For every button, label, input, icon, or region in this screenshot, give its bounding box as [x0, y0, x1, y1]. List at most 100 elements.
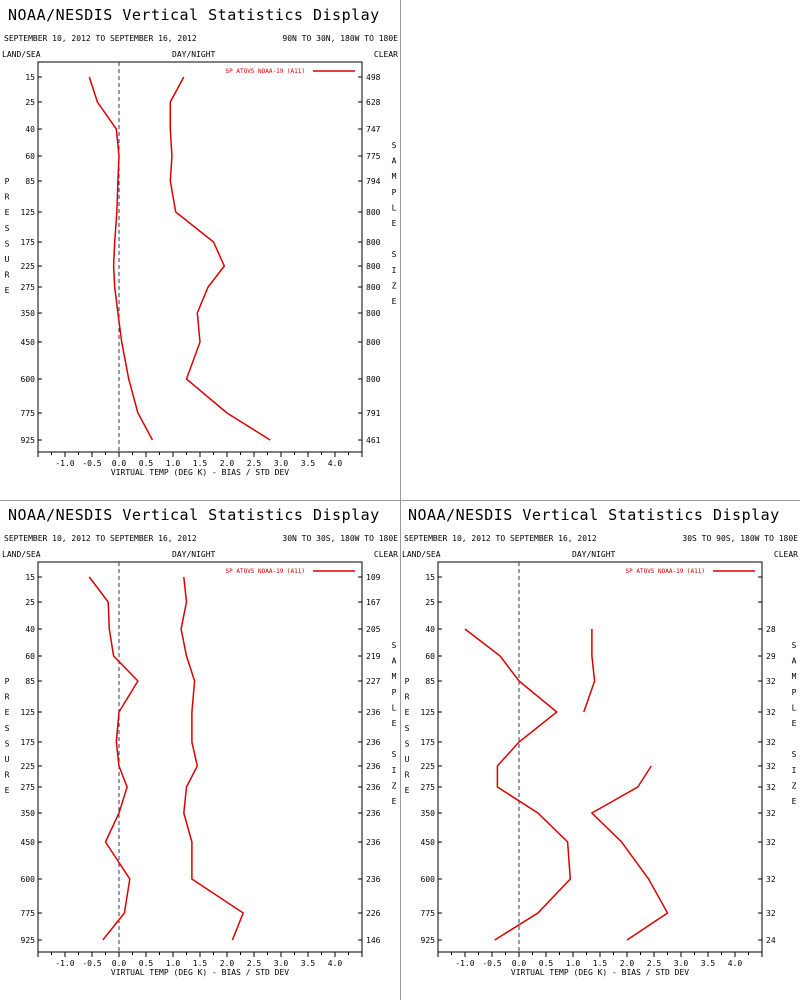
- x-tick-label: 4.0: [328, 959, 343, 968]
- x-tick-label: 2.5: [647, 959, 662, 968]
- sample-size-label: 800: [366, 338, 381, 347]
- pressure-level-label: 40: [25, 625, 35, 634]
- pressure-level-label: 175: [421, 738, 436, 747]
- sample-size-label: 146: [366, 936, 381, 945]
- x-tick-label: 4.0: [328, 459, 343, 468]
- region-label: 30S TO 90S, 180W TO 180E: [682, 534, 798, 543]
- chart-svg: -1.0 -0.5 0.0 0.5 1.0 1.5 2.0 2.5 3.0 3.5 4.0 VIRTU…: [5, 61, 397, 477]
- surface-label: LAND/SEA: [2, 50, 41, 59]
- sample-size-label: 28: [766, 625, 776, 634]
- sample-size-label: 32: [766, 809, 776, 818]
- x-tick-label: -1.0: [55, 459, 74, 468]
- std-dev-series-line: [180, 576, 245, 941]
- sample-size-label: 800: [366, 309, 381, 318]
- pressure-level-label: 60: [425, 652, 435, 661]
- x-tick-label: 1.0: [166, 959, 181, 968]
- pressure-level-label: 350: [421, 809, 436, 818]
- chart-panel-northern: NOAA/NESDIS Vertical Statistics Display S…: [0, 0, 400, 500]
- sample-size-label: 32: [766, 738, 776, 747]
- plot-frame: [437, 561, 763, 953]
- sample-size-label: 32: [766, 838, 776, 847]
- chart-svg: -1.0 -0.5 0.0 0.5 1.0 1.5 2.0 2.5 3.0 3.5 4.0 VIRTU…: [405, 561, 797, 977]
- daynight-label: DAY/NIGHT: [172, 550, 216, 559]
- chart-svg: -1.0 -0.5 0.0 0.5 1.0 1.5 2.0 2.5 3.0 3.5 4.0 VIRTU…: [5, 561, 397, 977]
- pressure-level-label: 15: [25, 573, 35, 582]
- sample-size-label: 800: [366, 283, 381, 292]
- x-tick-label: -1.0: [455, 959, 474, 968]
- x-axis-label: VIRTUAL TEMP (DEG K) - BIAS / STD DEV: [111, 968, 289, 977]
- bias-series-line: [88, 76, 154, 441]
- pressure-level-label: 40: [25, 125, 35, 134]
- pressure-level-label: 775: [21, 409, 36, 418]
- x-tick-label: 0.5: [539, 959, 554, 968]
- sample-size-label: 29: [766, 652, 776, 661]
- x-tick-label: 2.0: [620, 959, 635, 968]
- pressure-level-label: 350: [21, 809, 36, 818]
- x-tick-label: 0.5: [139, 459, 154, 468]
- pressure-level-label: 175: [21, 738, 36, 747]
- bias-series-line: [464, 628, 572, 941]
- pressure-level-label: 25: [425, 598, 435, 607]
- sample-size-label: 791: [366, 409, 381, 418]
- bias-series-line: [88, 576, 139, 941]
- std-dev-series-line: [590, 765, 669, 941]
- legend-label: SP ATOVS NOAA-19 (A11): [226, 68, 305, 75]
- chart-title: NOAA/NESDIS Vertical Statistics Display: [8, 506, 380, 524]
- x-tick-label: 3.0: [674, 959, 689, 968]
- x-tick-label: 1.5: [593, 959, 608, 968]
- chart-panel-tropics: NOAA/NESDIS Vertical Statistics Display S…: [0, 500, 400, 1000]
- pressure-level-label: 60: [25, 652, 35, 661]
- sample-size-label: 747: [366, 125, 381, 134]
- sample-size-label: 219: [366, 652, 381, 661]
- pressure-level-label: 25: [25, 598, 35, 607]
- daynight-label: DAY/NIGHT: [172, 50, 216, 59]
- pressure-level-label: 925: [421, 936, 436, 945]
- x-tick-label: 3.5: [301, 459, 316, 468]
- sample-size-label: 32: [766, 909, 776, 918]
- date-range: SEPTEMBER 10, 2012 TO SEPTEMBER 16, 2012: [404, 534, 597, 543]
- sample-size-label: 227: [366, 677, 381, 686]
- x-tick-label: 3.5: [301, 959, 316, 968]
- pressure-level-label: 925: [21, 936, 36, 945]
- pressure-level-label: 275: [21, 783, 36, 792]
- x-tick-label: -1.0: [55, 959, 74, 968]
- region-label: 90N TO 30N, 180W TO 180E: [282, 34, 398, 43]
- daynight-label: DAY/NIGHT: [572, 550, 616, 559]
- pressure-level-label: 125: [21, 708, 36, 717]
- pressure-level-label: 350: [21, 309, 36, 318]
- pressure-level-label: 85: [425, 677, 435, 686]
- pressure-level-label: 15: [25, 73, 35, 82]
- x-tick-label: 0.0: [112, 459, 127, 468]
- legend-label: SP ATOVS NOAA-19 (A11): [226, 568, 305, 575]
- sample-size-label: 32: [766, 762, 776, 771]
- sample-size-label: 775: [366, 152, 381, 161]
- x-tick-label: 2.0: [220, 959, 235, 968]
- sample-size-label: 32: [766, 677, 776, 686]
- sky-label: CLEAR: [773, 550, 798, 559]
- sample-size-label: 24: [766, 936, 776, 945]
- sample-size-label: 628: [366, 98, 381, 107]
- pressure-level-label: 125: [421, 708, 436, 717]
- pressure-level-label: 60: [25, 152, 35, 161]
- sample-size-label: 800: [366, 208, 381, 217]
- pressure-level-label: 25: [25, 98, 35, 107]
- x-tick-label: 3.5: [701, 959, 716, 968]
- sample-size-label: 236: [366, 809, 381, 818]
- chart-panel-southern: NOAA/NESDIS Vertical Statistics Display S…: [400, 500, 800, 1000]
- sample-size-label: 498: [366, 73, 381, 82]
- std-dev-series-line: [169, 76, 271, 441]
- x-tick-label: 1.5: [193, 959, 208, 968]
- date-range: SEPTEMBER 10, 2012 TO SEPTEMBER 16, 2012: [4, 534, 197, 543]
- pressure-level-label: 85: [25, 177, 35, 186]
- pressure-level-label: 175: [21, 238, 36, 247]
- sample-size-label: 794: [366, 177, 381, 186]
- pressure-level-label: 15: [425, 573, 435, 582]
- sample-size-label: 32: [766, 708, 776, 717]
- date-range: SEPTEMBER 10, 2012 TO SEPTEMBER 16, 2012: [4, 34, 197, 43]
- pressure-level-label: 600: [21, 375, 36, 384]
- pressure-level-label: 225: [21, 762, 36, 771]
